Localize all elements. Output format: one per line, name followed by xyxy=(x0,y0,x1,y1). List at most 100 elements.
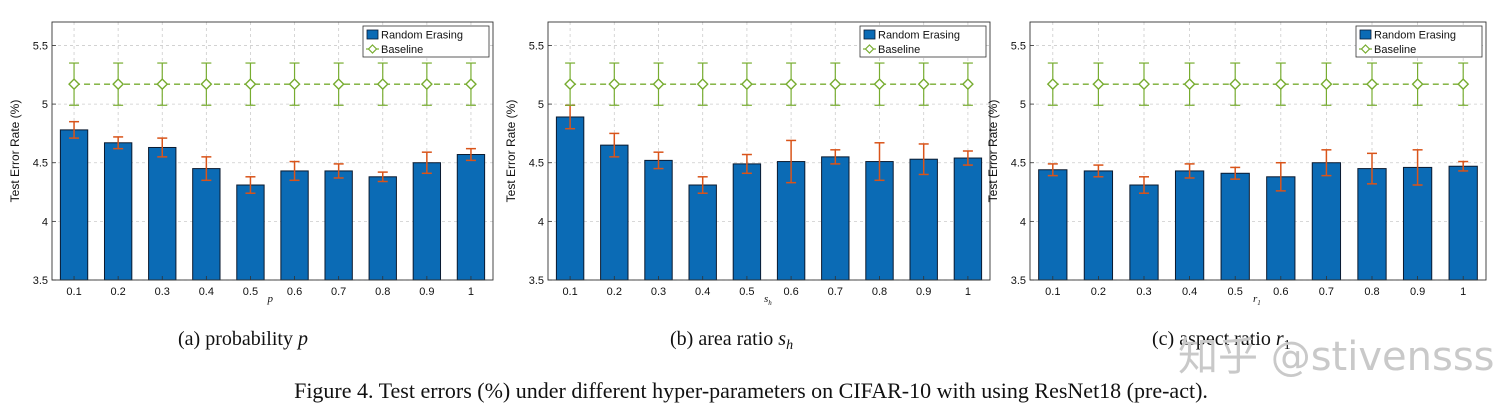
baseline-marker xyxy=(1183,78,1196,91)
x-tick-label: 0.8 xyxy=(872,286,887,298)
legend-label-random-erasing: Random Erasing xyxy=(1374,30,1456,42)
bar-a-4 xyxy=(236,184,265,281)
x-tick-label: 0.7 xyxy=(1319,286,1334,298)
axes-box-b xyxy=(547,21,991,281)
baseline-marker xyxy=(1274,78,1287,91)
subcaption-b-text: (b) area ratio sh xyxy=(670,328,793,353)
bar-error-b-9 xyxy=(962,150,973,166)
x-tick-label: 1 xyxy=(1460,286,1466,298)
bar-error-c-9 xyxy=(1458,160,1469,172)
legend-label-baseline: Baseline xyxy=(381,44,423,56)
baseline-point-c-2 xyxy=(1138,62,1150,106)
y-tick-label: 5 xyxy=(42,99,48,111)
x-tick-label: 0.6 xyxy=(287,286,302,298)
legend-b: Random Erasing Baseline xyxy=(859,25,987,58)
x-tick-label: 0.3 xyxy=(651,286,666,298)
baseline-marker xyxy=(200,78,213,91)
baseline-marker xyxy=(1138,78,1150,91)
y-tick-label: 5 xyxy=(1020,99,1026,111)
baseline-point-c-9 xyxy=(1457,62,1470,106)
bar-b-9 xyxy=(953,157,983,281)
x-tick-label: 0.2 xyxy=(1091,286,1106,298)
baseline-marker xyxy=(785,78,798,91)
x-axis-label: p xyxy=(267,293,274,305)
baseline-point-a-8 xyxy=(420,62,433,106)
bar-error-c-7 xyxy=(1367,152,1377,185)
bar-b-3 xyxy=(688,184,717,281)
chart-panel-c: 0.1 0.2 0.3 0.4 0.5 0.6 0.7 0.8 0.9 1 3.5 4 4.5 5 5.5 T… xyxy=(986,21,1487,307)
x-tick-label: 1 xyxy=(468,286,474,298)
bar-error-a-5 xyxy=(289,160,300,182)
bar-b-7 xyxy=(865,161,894,281)
baseline-point-b-9 xyxy=(961,62,974,106)
x-tick-label: 1 xyxy=(965,286,971,298)
baseline-point-c-6 xyxy=(1320,62,1333,106)
x-tick-label: 0.3 xyxy=(155,286,170,298)
bar-error-a-6 xyxy=(333,163,344,179)
legend-c: Random Erasing Baseline xyxy=(1355,25,1483,58)
y-axis-label: Test Error Rate (%) xyxy=(8,100,22,203)
x-tick-label: 0.7 xyxy=(828,286,843,298)
legend-label-random-erasing: Random Erasing xyxy=(878,30,960,42)
baseline-marker xyxy=(829,78,842,91)
bar-c-9 xyxy=(1448,165,1478,281)
x-tick-label: 0.6 xyxy=(1273,286,1288,298)
x-tick-label: 0.5 xyxy=(1228,286,1243,298)
baseline-point-a-3 xyxy=(200,62,213,106)
legend-marker-baseline xyxy=(1360,44,1371,54)
baseline-point-b-2 xyxy=(652,62,665,106)
baseline-point-a-9 xyxy=(464,62,477,106)
subcaption-c: (c) aspect ratio r1 xyxy=(1152,328,1291,353)
bar-a-5 xyxy=(280,170,309,281)
baseline-marker xyxy=(1320,78,1333,91)
bar-b-8 xyxy=(909,158,938,281)
bar-error-c-8 xyxy=(1412,149,1423,186)
bar-error-a-2 xyxy=(157,137,168,158)
baseline-point-a-7 xyxy=(376,62,389,106)
baseline-point-c-4 xyxy=(1229,62,1242,106)
baseline-point-b-0 xyxy=(564,62,577,106)
legend-marker-baseline xyxy=(864,44,875,54)
y-tick-label: 5.5 xyxy=(529,40,544,52)
figure-caption: Figure 4. Test errors (%) under differen… xyxy=(294,378,1208,403)
legend-box xyxy=(362,25,490,58)
chart-panels: 0.1 0.2 0.3 0.4 0.5 0.6 0.7 0.8 0.9 1 3.5 4 4.5 5 5.5 T… xyxy=(8,21,1487,307)
x-tick-label: 0.1 xyxy=(1045,286,1060,298)
baseline-marker xyxy=(376,78,389,91)
baseline-point-c-5 xyxy=(1274,62,1287,106)
baseline-marker xyxy=(652,78,665,91)
bar-error-a-4 xyxy=(245,176,256,194)
baseline-marker xyxy=(564,78,577,91)
bar-error-a-1 xyxy=(113,136,124,150)
baseline-marker xyxy=(1229,78,1242,91)
bar-error-c-1 xyxy=(1093,164,1104,178)
y-tick-label: 4.5 xyxy=(33,158,48,170)
x-tick-label: 0.2 xyxy=(111,286,126,298)
baseline-marker xyxy=(917,78,930,91)
bar-c-7 xyxy=(1357,168,1387,281)
bar-a-3 xyxy=(192,168,221,281)
x-axis-label-main: p xyxy=(267,293,274,305)
baseline-marker xyxy=(608,78,621,91)
bar-error-c-5 xyxy=(1275,161,1286,192)
bar-error-c-2 xyxy=(1139,176,1149,194)
baseline-marker xyxy=(740,78,753,91)
y-tick-label: 3.5 xyxy=(33,275,48,287)
x-tick-label: 0.7 xyxy=(331,286,346,298)
legend-box xyxy=(859,25,987,58)
bar-c-0 xyxy=(1038,169,1068,281)
y-axis-label: Test Error Rate (%) xyxy=(504,100,518,203)
bar-error-c-3 xyxy=(1184,163,1195,179)
bar-error-a-9 xyxy=(465,147,476,162)
baseline-point-c-1 xyxy=(1092,62,1105,106)
y-tick-label: 5.5 xyxy=(33,40,48,52)
axes-box-a xyxy=(51,21,494,281)
bar-error-a-3 xyxy=(201,156,212,182)
bar-a-2 xyxy=(148,146,177,281)
bar-error-a-0 xyxy=(69,120,80,139)
bar-a-7 xyxy=(368,176,397,281)
y-tick-label: 5.5 xyxy=(1011,40,1026,52)
bar-error-c-0 xyxy=(1047,163,1058,177)
x-tick-label: 0.8 xyxy=(1364,286,1379,298)
